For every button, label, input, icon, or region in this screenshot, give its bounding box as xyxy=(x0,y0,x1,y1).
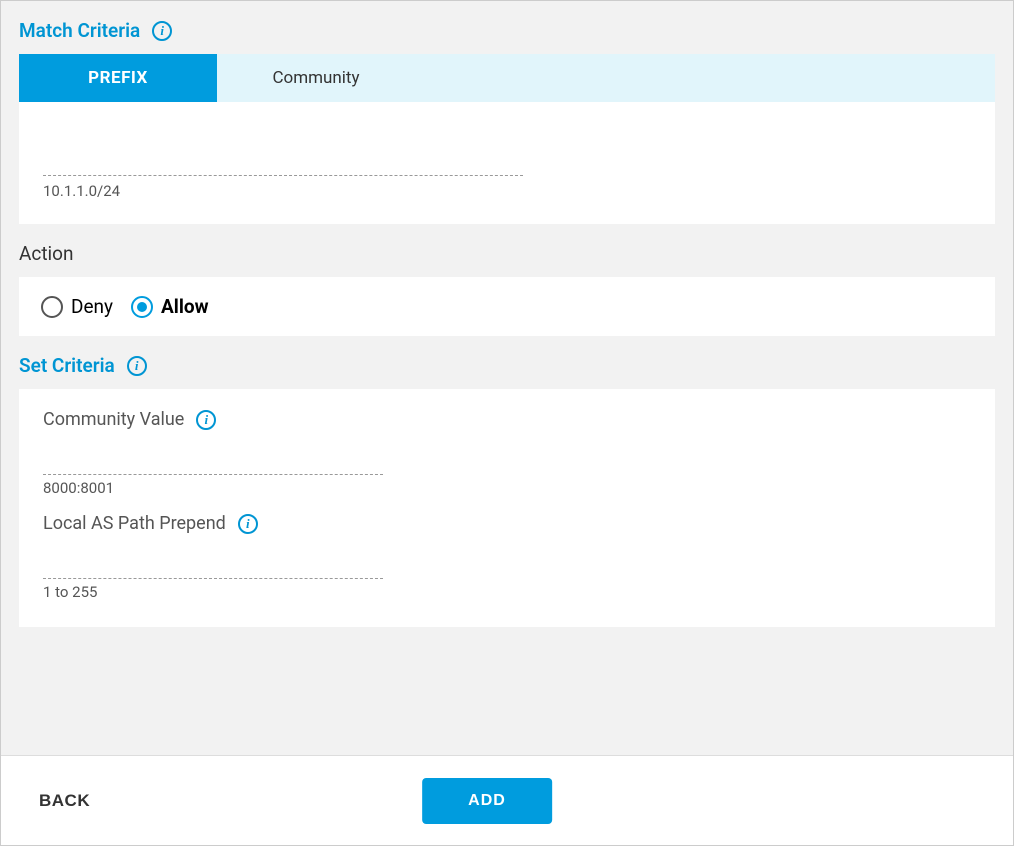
radio-deny-label: Deny xyxy=(71,295,113,318)
community-value-input[interactable] xyxy=(43,430,383,475)
action-title: Action xyxy=(19,242,995,265)
set-criteria-panel: Community Value i 8000:8001 Local AS Pat… xyxy=(19,389,995,627)
tab-community[interactable]: Community xyxy=(217,54,415,102)
back-button-label: BACK xyxy=(39,791,90,810)
tab-community-label: Community xyxy=(272,68,359,88)
match-criteria-tabs: PREFIX Community xyxy=(19,54,995,102)
dialog-footer: BACK ADD xyxy=(1,755,1013,845)
tab-prefix[interactable]: PREFIX xyxy=(19,54,217,102)
set-criteria-label: Set Criteria xyxy=(19,354,115,377)
dialog-content: Match Criteria i PREFIX Community 10.1.1… xyxy=(1,1,1013,627)
radio-allow-indicator xyxy=(131,296,153,318)
prefix-input[interactable] xyxy=(43,124,523,176)
match-criteria-title: Match Criteria i xyxy=(19,19,995,42)
local-as-prepend-label-row: Local AS Path Prepend i xyxy=(43,513,971,534)
info-icon[interactable]: i xyxy=(152,21,172,41)
radio-allow-label: Allow xyxy=(161,295,209,318)
info-icon[interactable]: i xyxy=(238,514,258,534)
community-value-label-row: Community Value i xyxy=(43,409,971,430)
dialog-panel: Match Criteria i PREFIX Community 10.1.1… xyxy=(0,0,1014,846)
prefix-helper-text: 10.1.1.0/24 xyxy=(43,182,971,200)
community-value-label: Community Value xyxy=(43,409,184,430)
radio-deny[interactable]: Deny xyxy=(41,295,113,318)
radio-deny-indicator xyxy=(41,296,63,318)
community-value-helper: 8000:8001 xyxy=(43,479,971,497)
match-criteria-label: Match Criteria xyxy=(19,19,140,42)
action-panel: Deny Allow xyxy=(19,277,995,336)
info-icon[interactable]: i xyxy=(196,410,216,430)
tab-prefix-label: PREFIX xyxy=(88,68,148,88)
radio-allow-dot xyxy=(137,302,147,312)
local-as-prepend-helper: 1 to 255 xyxy=(43,583,971,601)
local-as-prepend-label: Local AS Path Prepend xyxy=(43,513,226,534)
info-icon[interactable]: i xyxy=(127,356,147,376)
prefix-tab-body: 10.1.1.0/24 xyxy=(19,102,995,224)
radio-allow[interactable]: Allow xyxy=(131,295,209,318)
add-button[interactable]: ADD xyxy=(422,778,552,824)
add-button-label: ADD xyxy=(468,792,506,809)
local-as-prepend-input[interactable] xyxy=(43,534,383,579)
back-button[interactable]: BACK xyxy=(33,790,96,812)
footer-center: ADD xyxy=(442,778,572,824)
set-criteria-title: Set Criteria i xyxy=(19,354,995,377)
